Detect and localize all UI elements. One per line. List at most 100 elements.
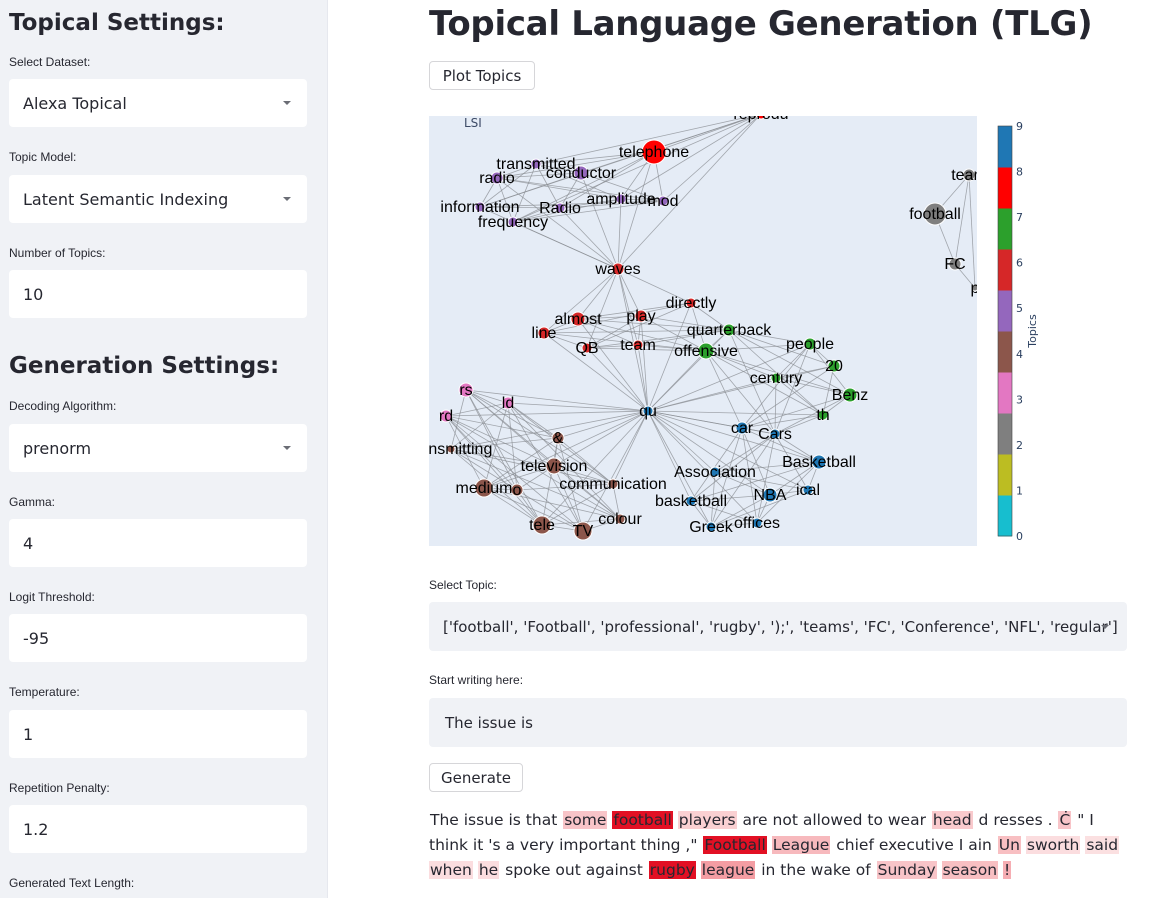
graph-node[interactable]	[490, 171, 504, 185]
graph-node[interactable]	[762, 487, 778, 503]
graph-node[interactable]	[551, 431, 565, 445]
graph-edge	[483, 487, 621, 520]
decoding-select[interactable]: prenorm	[9, 424, 307, 472]
graph-node[interactable]	[770, 372, 782, 384]
graph-edge	[774, 433, 820, 463]
graph-edge	[445, 415, 621, 520]
graph-edge	[445, 402, 509, 417]
graph-node[interactable]	[510, 483, 524, 497]
graph-node[interactable]	[634, 309, 648, 323]
graph-node[interactable]	[755, 116, 767, 120]
colorbar-band	[998, 331, 1012, 373]
graph-edge	[512, 200, 664, 223]
graph-edge	[690, 433, 776, 502]
graph-edge	[557, 437, 614, 485]
select-topic-dropdown[interactable]: ['football', 'Football', 'professional',…	[429, 602, 1127, 651]
graph-edge	[557, 410, 649, 439]
graph-edges	[445, 116, 976, 532]
graph-edge	[543, 332, 588, 349]
graph-node[interactable]	[581, 342, 593, 354]
graph-node-label: rd	[439, 408, 453, 425]
graph-node-label: offices	[734, 515, 780, 532]
graph-node[interactable]	[501, 396, 515, 410]
graph-node[interactable]	[632, 339, 644, 351]
graph-node[interactable]	[962, 168, 976, 182]
graph-node[interactable]	[827, 359, 841, 373]
graph-node-label: Greek	[689, 519, 734, 536]
graph-node[interactable]	[803, 337, 817, 351]
graph-edge	[710, 427, 743, 528]
graph-node[interactable]	[642, 405, 654, 417]
graph-node[interactable]	[802, 484, 814, 496]
graph-edge	[617, 198, 622, 270]
graph-node[interactable]	[615, 193, 627, 205]
generated-token: Sunday	[876, 861, 937, 879]
repetition-penalty-input[interactable]: 1.2	[9, 805, 307, 853]
graph-edge	[647, 410, 716, 473]
graph-node-label: Cars	[758, 426, 792, 443]
gamma-input[interactable]: 4	[9, 519, 307, 567]
topic-model-select[interactable]: Latent Semantic Indexing	[9, 175, 307, 223]
graph-node[interactable]	[530, 158, 542, 170]
graph-node[interactable]	[507, 216, 519, 228]
dataset-select[interactable]: Alexa Topical	[9, 79, 307, 127]
graph-node[interactable]	[611, 262, 625, 276]
graph-node[interactable]	[685, 495, 697, 507]
graph-node[interactable]	[474, 201, 486, 213]
graph-node[interactable]	[607, 478, 619, 490]
graph-edge	[541, 483, 614, 526]
graph-node[interactable]	[971, 284, 977, 292]
colorbar-tick-label: 2	[1016, 439, 1023, 452]
graph-edge	[728, 329, 835, 367]
graph-node-label: Benz	[832, 387, 868, 404]
graph-node[interactable]	[817, 409, 829, 421]
temperature-input[interactable]: 1	[9, 710, 307, 758]
graph-node[interactable]	[842, 387, 858, 403]
num-topics-input[interactable]: 10	[9, 270, 307, 318]
graph-node[interactable]	[769, 428, 781, 440]
generated-text: The issue is that some football players …	[429, 808, 1129, 883]
logit-threshold-label: Logit Threshold:	[9, 590, 95, 604]
plot-topics-button[interactable]: Plot Topics	[429, 61, 535, 90]
graph-node[interactable]	[722, 323, 736, 337]
graph-node[interactable]	[751, 517, 763, 529]
graph-edge	[640, 315, 649, 412]
graph-node[interactable]	[923, 202, 947, 226]
graph-node[interactable]	[570, 311, 586, 327]
start-writing-label: Start writing here:	[429, 673, 524, 687]
graph-node[interactable]	[554, 202, 566, 214]
logit-threshold-input[interactable]: -95	[9, 614, 307, 662]
graph-edge	[612, 410, 649, 485]
graph-node[interactable]	[446, 444, 456, 454]
graph-node[interactable]	[735, 421, 749, 435]
generate-button[interactable]: Generate	[429, 763, 523, 792]
graph-edge	[617, 268, 642, 317]
graph-node[interactable]	[948, 257, 962, 271]
graph-node[interactable]	[532, 515, 552, 535]
graph-node-label: telephone	[619, 144, 689, 161]
graph-edge	[512, 151, 655, 223]
graph-edge	[580, 172, 664, 202]
graph-edge	[586, 347, 649, 412]
graph-node[interactable]	[458, 382, 474, 398]
graph-node[interactable]	[573, 521, 593, 541]
graph-node[interactable]	[697, 342, 715, 360]
graph-node[interactable]	[709, 466, 721, 478]
graph-node[interactable]	[573, 165, 589, 181]
graph-node[interactable]	[641, 139, 667, 165]
graph-node[interactable]	[545, 457, 563, 475]
graph-node[interactable]	[657, 195, 669, 207]
graph-node[interactable]	[537, 326, 551, 340]
graph-node[interactable]	[614, 513, 626, 525]
start-writing-input[interactable]: The issue is	[429, 698, 1127, 747]
graph-node-label: FC	[944, 256, 965, 273]
graph-node[interactable]	[474, 478, 494, 498]
graph-node-label: 20	[825, 358, 843, 375]
graph-node[interactable]	[439, 409, 453, 423]
graph-edge	[769, 461, 820, 496]
graph-node[interactable]	[811, 454, 827, 470]
graph-node[interactable]	[705, 521, 717, 533]
graph-edge	[465, 389, 621, 520]
graph-node[interactable]	[685, 297, 697, 309]
